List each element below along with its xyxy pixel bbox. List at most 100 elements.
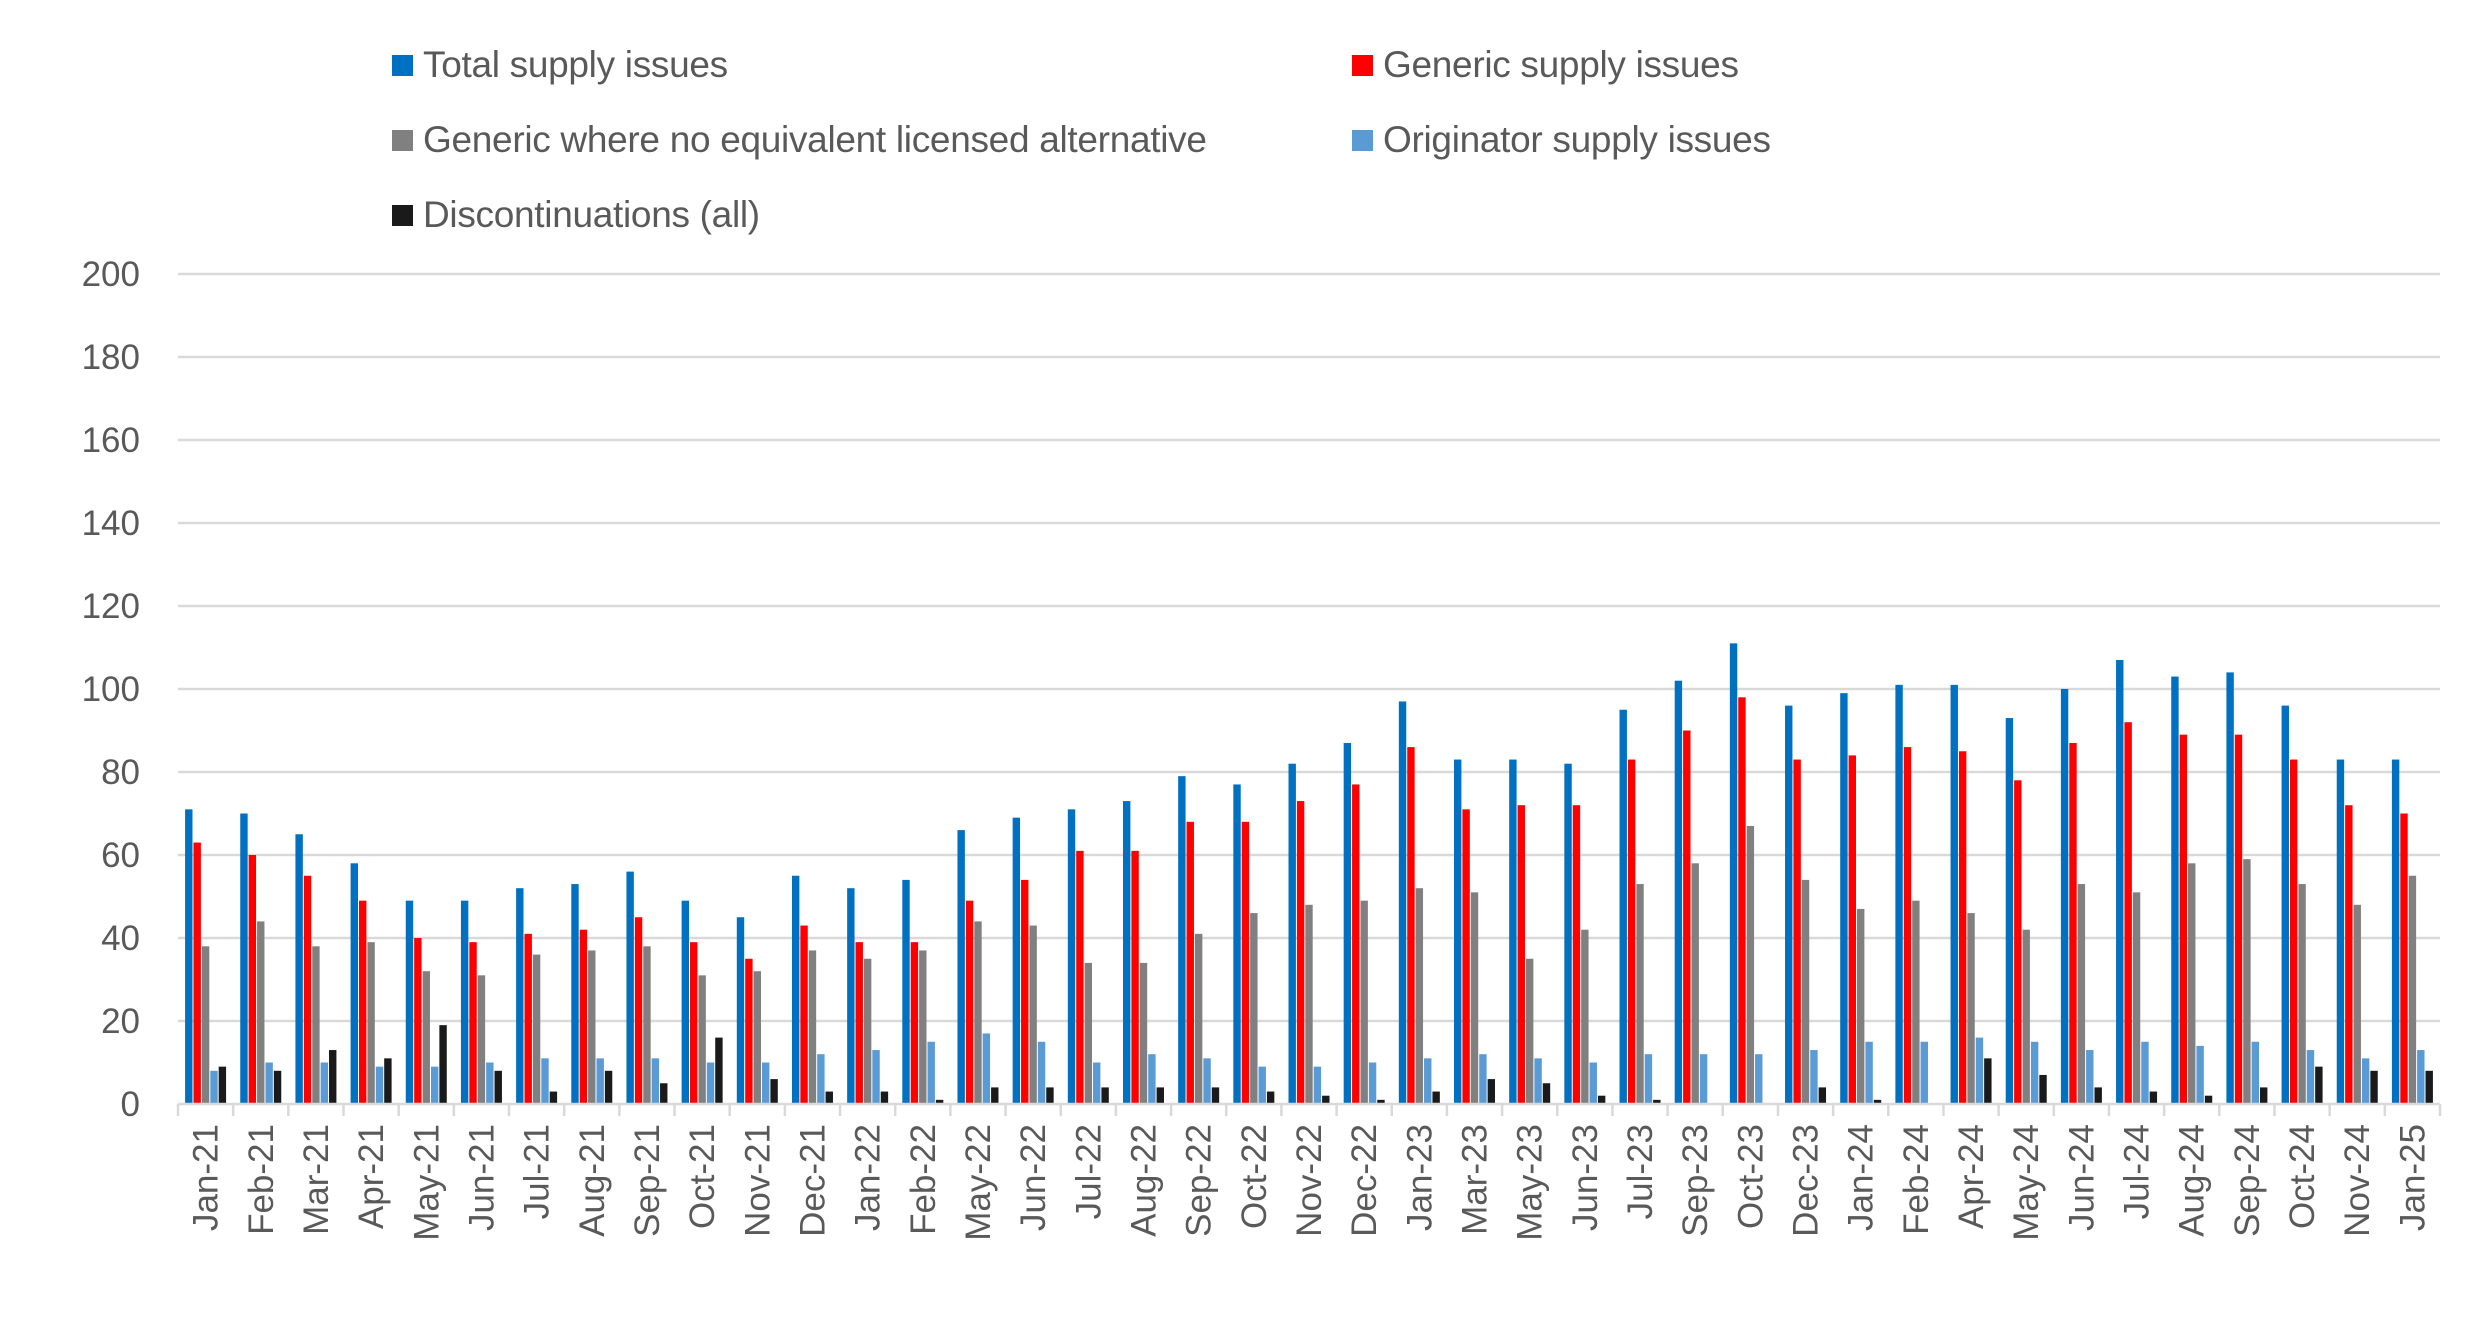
bar-discontinuations-all-jun-21 bbox=[494, 1070, 502, 1104]
bar-generic-where-no-equivalent-licensed-alternative-jul-22 bbox=[1084, 962, 1093, 1104]
bar-generic-where-no-equivalent-licensed-alternative-aug-21 bbox=[588, 950, 596, 1104]
bar-discontinuations-all-oct-22 bbox=[1266, 1091, 1275, 1104]
bar-generic-where-no-equivalent-licensed-alternative-jul-21 bbox=[532, 954, 541, 1104]
bar-discontinuations-all-aug-22 bbox=[1156, 1087, 1164, 1104]
legend-swatch-total bbox=[392, 54, 413, 76]
bar-total-supply-issues-mar-21 bbox=[295, 834, 303, 1104]
bar-total-supply-issues-feb-21 bbox=[240, 813, 248, 1104]
legend-label-originator: Originator supply issues bbox=[1383, 119, 1771, 160]
bar-originator-supply-issues-sep-21 bbox=[651, 1058, 660, 1104]
legend-item-discontinuations: Discontinuations (all) bbox=[392, 194, 760, 236]
bar-generic-supply-issues-oct-24 bbox=[2289, 759, 2298, 1104]
bar-generic-where-no-equivalent-licensed-alternative-oct-21 bbox=[698, 975, 706, 1104]
legend-label-generic: Generic supply issues bbox=[1383, 44, 1739, 85]
bar-originator-supply-issues-oct-24 bbox=[2306, 1050, 2315, 1104]
bar-discontinuations-all-sep-21 bbox=[660, 1083, 668, 1104]
bar-generic-supply-issues-jan-22 bbox=[855, 942, 863, 1104]
x-tick-label: May-24 bbox=[2007, 1124, 2046, 1241]
bar-total-supply-issues-aug-21 bbox=[571, 884, 579, 1104]
bar-total-supply-issues-sep-23 bbox=[1674, 680, 1683, 1104]
bar-generic-where-no-equivalent-licensed-alternative-jul-23 bbox=[1636, 884, 1644, 1104]
bar-originator-supply-issues-sep-24 bbox=[2251, 1041, 2260, 1104]
bar-generic-where-no-equivalent-licensed-alternative-feb-24 bbox=[1912, 900, 1920, 1104]
x-tick-label: Sep-23 bbox=[1676, 1124, 1715, 1237]
bar-originator-supply-issues-apr-21 bbox=[375, 1066, 384, 1104]
bar-discontinuations-all-jun-23 bbox=[1597, 1095, 1606, 1104]
bar-generic-supply-issues-jul-24 bbox=[2124, 722, 2132, 1104]
y-tick-label: 160 bbox=[82, 421, 140, 460]
legend-item-originator: Originator supply issues bbox=[1352, 119, 1771, 161]
bar-discontinuations-all-may-23 bbox=[1542, 1083, 1551, 1104]
bar-originator-supply-issues-jul-22 bbox=[1093, 1062, 1101, 1104]
bar-total-supply-issues-oct-23 bbox=[1729, 643, 1738, 1104]
bar-discontinuations-all-jul-24 bbox=[2149, 1091, 2158, 1104]
legend-label-generic-no-alternative: Generic where no equivalent licensed alt… bbox=[423, 119, 1207, 160]
bar-generic-where-no-equivalent-licensed-alternative-jan-24 bbox=[1857, 908, 1865, 1104]
x-tick-label: Jan-23 bbox=[1400, 1124, 1439, 1231]
bar-discontinuations-all-apr-21 bbox=[384, 1058, 392, 1104]
bar-originator-supply-issues-oct-22 bbox=[1258, 1066, 1266, 1104]
bar-total-supply-issues-feb-22 bbox=[902, 879, 910, 1104]
x-tick-label: Jun-24 bbox=[2062, 1124, 2101, 1231]
x-tick-label: Jul-22 bbox=[1069, 1124, 1108, 1219]
bar-originator-supply-issues-dec-23 bbox=[1810, 1050, 1818, 1104]
bar-total-supply-issues-jan-21 bbox=[185, 809, 193, 1104]
bar-total-supply-issues-jul-23 bbox=[1619, 709, 1627, 1104]
x-tick-label: Aug-21 bbox=[573, 1124, 612, 1237]
bar-discontinuations-all-jan-22 bbox=[880, 1091, 889, 1104]
bar-total-supply-issues-nov-22 bbox=[1288, 763, 1296, 1104]
bar-discontinuations-all-feb-21 bbox=[273, 1070, 282, 1104]
bar-generic-where-no-equivalent-licensed-alternative-mar-21 bbox=[312, 946, 320, 1104]
bar-originator-supply-issues-feb-24 bbox=[1920, 1041, 1928, 1104]
bar-generic-where-no-equivalent-licensed-alternative-aug-22 bbox=[1139, 962, 1148, 1104]
bar-generic-where-no-equivalent-licensed-alternative-may-22 bbox=[974, 921, 982, 1104]
bar-discontinuations-all-jul-23 bbox=[1653, 1099, 1661, 1104]
bar-originator-supply-issues-jan-22 bbox=[872, 1050, 880, 1104]
legend-item-generic-no-alternative: Generic where no equivalent licensed alt… bbox=[392, 119, 1207, 161]
bar-generic-supply-issues-jan-21 bbox=[193, 842, 201, 1104]
x-tick-label: Apr-21 bbox=[352, 1124, 391, 1229]
bar-discontinuations-all-aug-24 bbox=[2204, 1095, 2213, 1104]
bar-generic-supply-issues-aug-21 bbox=[579, 929, 588, 1104]
bar-generic-supply-issues-oct-21 bbox=[690, 942, 698, 1104]
bar-total-supply-issues-aug-24 bbox=[2171, 676, 2179, 1104]
y-tick-label: 200 bbox=[82, 255, 140, 294]
bar-generic-supply-issues-aug-22 bbox=[1131, 850, 1139, 1104]
x-tick-label: May-21 bbox=[407, 1124, 446, 1241]
bar-generic-where-no-equivalent-licensed-alternative-aug-24 bbox=[2188, 863, 2196, 1104]
bar-generic-where-no-equivalent-licensed-alternative-nov-24 bbox=[2353, 904, 2361, 1104]
bar-discontinuations-all-jul-22 bbox=[1101, 1087, 1109, 1104]
bar-generic-where-no-equivalent-licensed-alternative-jul-24 bbox=[2132, 892, 2141, 1104]
bar-discontinuations-all-nov-24 bbox=[2370, 1070, 2378, 1104]
bar-total-supply-issues-jul-22 bbox=[1067, 809, 1076, 1104]
bar-total-supply-issues-jan-25 bbox=[2391, 759, 2400, 1104]
bar-generic-where-no-equivalent-licensed-alternative-sep-21 bbox=[643, 946, 651, 1104]
bar-originator-supply-issues-may-21 bbox=[430, 1066, 439, 1104]
bar-discontinuations-all-jan-23 bbox=[1432, 1091, 1440, 1104]
bar-total-supply-issues-oct-24 bbox=[2281, 705, 2289, 1104]
bar-total-supply-issues-apr-24 bbox=[1950, 684, 1958, 1104]
y-tick-label: 180 bbox=[82, 338, 140, 377]
bar-discontinuations-all-jan-24 bbox=[1873, 1099, 1882, 1104]
bar-discontinuations-all-nov-22 bbox=[1322, 1095, 1330, 1104]
bar-originator-supply-issues-sep-22 bbox=[1203, 1058, 1211, 1104]
bar-originator-supply-issues-apr-24 bbox=[1975, 1037, 1984, 1104]
y-tick-label: 60 bbox=[101, 836, 140, 875]
x-tick-label: Aug-22 bbox=[1124, 1124, 1163, 1237]
bar-generic-supply-issues-jun-24 bbox=[2069, 742, 2077, 1104]
bar-originator-supply-issues-feb-22 bbox=[927, 1041, 935, 1104]
bar-discontinuations-all-jan-21 bbox=[218, 1066, 227, 1104]
bar-total-supply-issues-may-22 bbox=[957, 830, 965, 1104]
x-tick-label: Dec-23 bbox=[1787, 1124, 1826, 1237]
bar-originator-supply-issues-jul-24 bbox=[2141, 1041, 2149, 1104]
bar-generic-where-no-equivalent-licensed-alternative-mar-23 bbox=[1470, 892, 1479, 1104]
bar-generic-where-no-equivalent-licensed-alternative-may-23 bbox=[1525, 958, 1534, 1104]
x-tick-label: Sep-24 bbox=[2228, 1124, 2267, 1237]
x-tick-label: Nov-22 bbox=[1290, 1124, 1329, 1237]
bar-total-supply-issues-jun-22 bbox=[1012, 817, 1021, 1104]
legend-swatch-generic bbox=[1352, 54, 1373, 76]
bar-generic-supply-issues-nov-24 bbox=[2345, 805, 2353, 1104]
bar-total-supply-issues-nov-21 bbox=[736, 917, 745, 1104]
bars bbox=[185, 643, 2433, 1104]
bar-generic-where-no-equivalent-licensed-alternative-feb-21 bbox=[257, 921, 265, 1104]
